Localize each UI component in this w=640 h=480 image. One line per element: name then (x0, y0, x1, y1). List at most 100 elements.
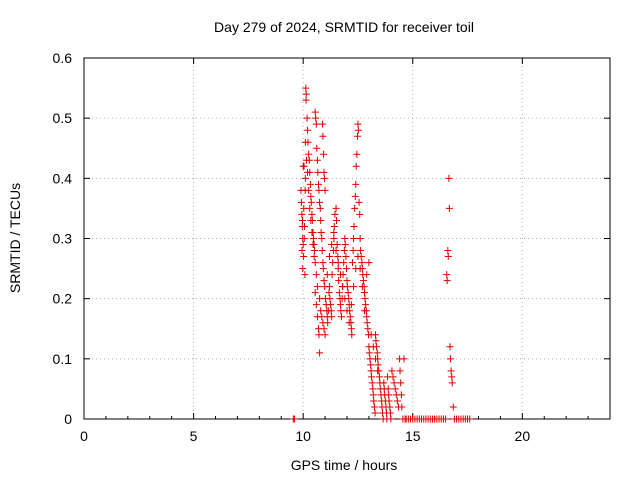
data-point (352, 180, 360, 188)
data-point (449, 403, 457, 411)
data-point (374, 361, 382, 369)
data-point (367, 367, 375, 375)
x-tick-label: 20 (515, 428, 531, 444)
data-point (302, 84, 310, 92)
data-point (356, 235, 364, 242)
data-point (352, 162, 360, 170)
data-point (389, 373, 397, 381)
data-point (340, 247, 348, 255)
x-tick-label: 5 (190, 428, 198, 444)
data-point (321, 186, 329, 194)
data-point (299, 265, 307, 273)
x-tick-label: 15 (405, 428, 421, 444)
data-point (331, 210, 339, 218)
data-point (311, 289, 319, 297)
x-axis-label: GPS time / hours (291, 457, 398, 473)
data-point (387, 415, 395, 423)
data-point (363, 313, 371, 321)
data-point (300, 204, 308, 212)
data-point (369, 385, 377, 393)
data-point (388, 367, 396, 375)
data-point (386, 403, 394, 411)
data-point (365, 259, 373, 267)
data-point (317, 307, 325, 315)
data-point (317, 216, 325, 224)
data-point (367, 331, 375, 339)
data-point (325, 289, 333, 297)
data-point (312, 301, 320, 309)
data-point (299, 162, 307, 170)
data-point (359, 277, 367, 285)
data-point (320, 277, 328, 285)
data-point (305, 150, 313, 158)
data-point (336, 271, 344, 279)
y-tick-label: 0.2 (53, 291, 73, 307)
data-point (363, 319, 371, 327)
data-point (361, 295, 369, 303)
data-point (327, 301, 335, 309)
data-point (310, 253, 318, 261)
data-point (299, 235, 307, 242)
data-point (367, 361, 375, 369)
data-point (443, 277, 451, 285)
data-point (446, 343, 454, 351)
data-point (304, 168, 312, 176)
data-point (444, 247, 452, 255)
chart-title: Day 279 of 2024, SRMTID for receiver toi… (214, 19, 474, 35)
data-point (443, 271, 451, 279)
data-point (302, 90, 310, 98)
data-point (311, 247, 319, 255)
data-point (316, 349, 324, 357)
data-point (313, 156, 321, 164)
data-point (318, 120, 326, 128)
data-point (358, 259, 366, 267)
data-point (370, 397, 378, 405)
data-point (334, 253, 342, 261)
data-point (315, 180, 323, 188)
data-point (380, 379, 388, 387)
data-point (371, 355, 379, 363)
data-point (309, 235, 317, 242)
data-point (313, 283, 321, 291)
data-point (332, 247, 340, 255)
data-point (357, 247, 365, 255)
data-point (339, 283, 347, 291)
data-point (349, 247, 357, 255)
data-point (305, 186, 313, 194)
data-point (391, 385, 399, 393)
data-point (354, 253, 362, 261)
data-point (385, 391, 393, 399)
data-point (320, 168, 328, 176)
data-point (400, 355, 408, 363)
data-point (341, 295, 349, 303)
y-tick-label: 0.6 (53, 50, 73, 66)
data-point (302, 96, 310, 104)
data-point (345, 319, 353, 327)
data-point (356, 210, 364, 218)
data-point (317, 228, 325, 236)
data-point (348, 331, 356, 339)
data-point (301, 174, 309, 182)
data-point (298, 247, 306, 255)
data-point (398, 403, 406, 411)
data-point (343, 307, 351, 315)
data-point (337, 307, 345, 315)
data-point (347, 301, 355, 309)
data-point (351, 192, 359, 200)
data-point (343, 265, 351, 273)
data-point (312, 114, 320, 122)
data-point (330, 235, 338, 242)
data-point (396, 367, 404, 375)
data-point (298, 222, 306, 230)
data-point (334, 259, 342, 267)
data-point (289, 415, 297, 423)
data-point (341, 235, 349, 242)
data-point (336, 301, 344, 309)
data-point (354, 132, 362, 140)
data-point (335, 277, 343, 285)
data-point (338, 313, 346, 321)
data-point (447, 367, 455, 375)
data-point (466, 415, 474, 423)
data-point (350, 235, 358, 242)
data-point (351, 204, 359, 212)
